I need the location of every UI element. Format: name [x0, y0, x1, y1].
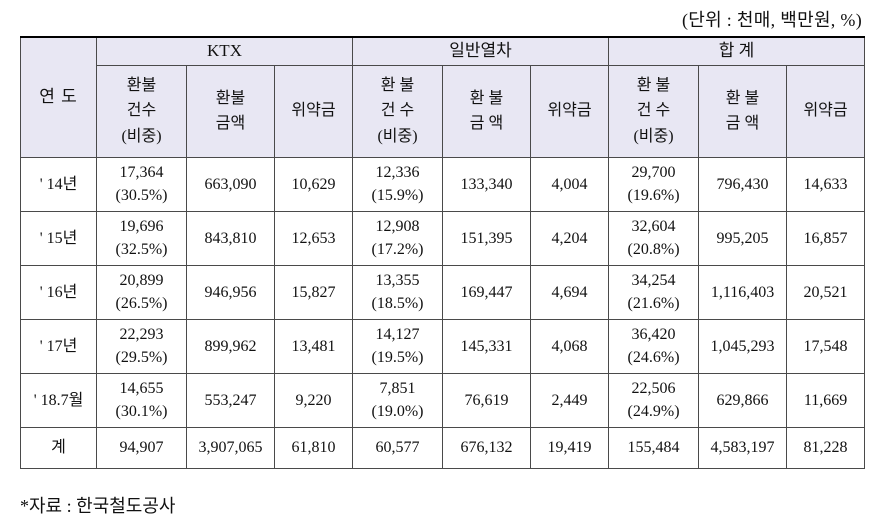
- data-cell: 4,004: [530, 156, 610, 212]
- data-cell: 60,577: [352, 426, 444, 469]
- data-cell: 10,629: [273, 156, 354, 212]
- data-cell: 155,484: [608, 426, 700, 469]
- data-cell: 81,228: [786, 426, 866, 469]
- data-cell: 629,866: [698, 372, 788, 428]
- subheader-ktx-refund-count: 환불 건수 (비중): [96, 64, 187, 158]
- data-cell: 151,395: [442, 210, 532, 266]
- unit-note: (단위 : 천매, 백만원, %): [681, 10, 862, 30]
- data-cell: 13,355 (18.5%): [352, 264, 444, 320]
- data-cell: 4,583,197: [698, 426, 788, 469]
- data-cell: 61,810: [273, 426, 354, 469]
- data-cell: 12,908 (17.2%): [352, 210, 444, 266]
- table-row-total: 계 94,907 3,907,065 61,810 60,577 676,132…: [20, 426, 866, 469]
- source-note: *자료 : 한국철도공사: [20, 496, 176, 516]
- data-cell: 4,068: [530, 318, 610, 374]
- refund-table: 연 도 KTX 일반열차 합 계 환불 건수 (비중) 환불 금액 위약금 환 …: [20, 35, 866, 469]
- data-cell: 169,447: [442, 264, 532, 320]
- table-row-2016: ' 16년 20,899 (26.5%) 946,956 15,827 13,3…: [20, 264, 866, 320]
- year-cell: ' 14년: [20, 156, 97, 212]
- data-cell: 946,956: [186, 264, 275, 320]
- subheader-ktx-penalty: 위약금: [273, 64, 354, 158]
- subheader-total-refund-amount: 환 불 금 액: [698, 64, 788, 158]
- data-cell: 36,420 (24.6%): [608, 318, 700, 374]
- year-cell: ' 18.7월: [20, 372, 97, 428]
- subheader-general-refund-amount: 환 불 금 액: [442, 64, 532, 158]
- subheader-general-refund-count: 환 불 건 수 (비중): [352, 64, 444, 158]
- data-cell: 796,430: [698, 156, 788, 212]
- data-cell: 20,899 (26.5%): [96, 264, 187, 320]
- data-cell: 14,633: [786, 156, 866, 212]
- subheader-general-penalty: 위약금: [530, 64, 610, 158]
- data-cell: 676,132: [442, 426, 532, 469]
- data-cell: 17,548: [786, 318, 866, 374]
- year-cell: ' 16년: [20, 264, 97, 320]
- year-column-header: 연 도: [20, 35, 97, 158]
- subheader-total-penalty: 위약금: [786, 64, 866, 158]
- data-cell: 7,851 (19.0%): [352, 372, 444, 428]
- data-cell: 20,521: [786, 264, 866, 320]
- data-cell: 22,293 (29.5%): [96, 318, 187, 374]
- data-cell: 12,653: [273, 210, 354, 266]
- data-cell: 19,696 (32.5%): [96, 210, 187, 266]
- data-cell: 553,247: [186, 372, 275, 428]
- data-cell: 3,907,065: [186, 426, 275, 469]
- group-header-ktx: KTX: [95, 35, 354, 66]
- data-cell: 15,827: [273, 264, 354, 320]
- table-row-2017: ' 17년 22,293 (29.5%) 899,962 13,481 14,1…: [20, 318, 866, 374]
- data-cell: 14,655 (30.1%): [96, 372, 187, 428]
- data-cell: 4,694: [530, 264, 610, 320]
- data-cell: 13,481: [273, 318, 354, 374]
- data-cell: 12,336 (15.9%): [352, 156, 444, 212]
- data-cell: 995,205: [698, 210, 788, 266]
- table-row-2018-july: ' 18.7월 14,655 (30.1%) 553,247 9,220 7,8…: [20, 372, 866, 428]
- data-cell: 843,810: [186, 210, 275, 266]
- year-cell: ' 15년: [20, 210, 97, 266]
- data-cell: 29,700 (19.6%): [608, 156, 700, 212]
- subheader-total-refund-count: 환 불 건 수 (비중): [608, 64, 700, 158]
- table-row-2014: ' 14년 17,364 (30.5%) 663,090 10,629 12,3…: [20, 156, 866, 212]
- data-cell: 133,340: [442, 156, 532, 212]
- data-cell: 145,331: [442, 318, 532, 374]
- data-cell: 34,254 (21.6%): [608, 264, 700, 320]
- data-cell: 76,619: [442, 372, 532, 428]
- data-cell: 9,220: [273, 372, 354, 428]
- data-cell: 16,857: [786, 210, 866, 266]
- data-cell: 14,127 (19.5%): [352, 318, 444, 374]
- data-cell: 899,962: [186, 318, 275, 374]
- subheader-ktx-refund-amount: 환불 금액: [186, 64, 275, 158]
- group-header-total: 합 계: [608, 35, 866, 66]
- group-header-row: 연 도 KTX 일반열차 합 계: [20, 35, 866, 158]
- table-row-2015: ' 15년 19,696 (32.5%) 843,810 12,653 12,9…: [20, 210, 866, 266]
- data-cell: 17,364 (30.5%): [96, 156, 187, 212]
- data-cell: 663,090: [186, 156, 275, 212]
- data-cell: 1,045,293: [698, 318, 788, 374]
- data-cell: 32,604 (20.8%): [608, 210, 700, 266]
- group-header-general-train: 일반열차: [352, 35, 610, 66]
- year-cell: ' 17년: [20, 318, 97, 374]
- sub-header-row: 환불 건수 (비중) 환불 금액 위약금 환 불 건 수 (비중) 환 불 금 …: [21, 64, 866, 158]
- data-cell: 1,116,403: [698, 264, 788, 320]
- data-cell: 4,204: [530, 210, 610, 266]
- data-cell: 94,907: [96, 426, 187, 469]
- data-cell: 11,669: [786, 372, 866, 428]
- data-cell: 19,419: [530, 426, 610, 469]
- data-cell: 2,449: [530, 372, 610, 428]
- year-cell: 계: [20, 426, 97, 469]
- data-cell: 22,506 (24.9%): [608, 372, 700, 428]
